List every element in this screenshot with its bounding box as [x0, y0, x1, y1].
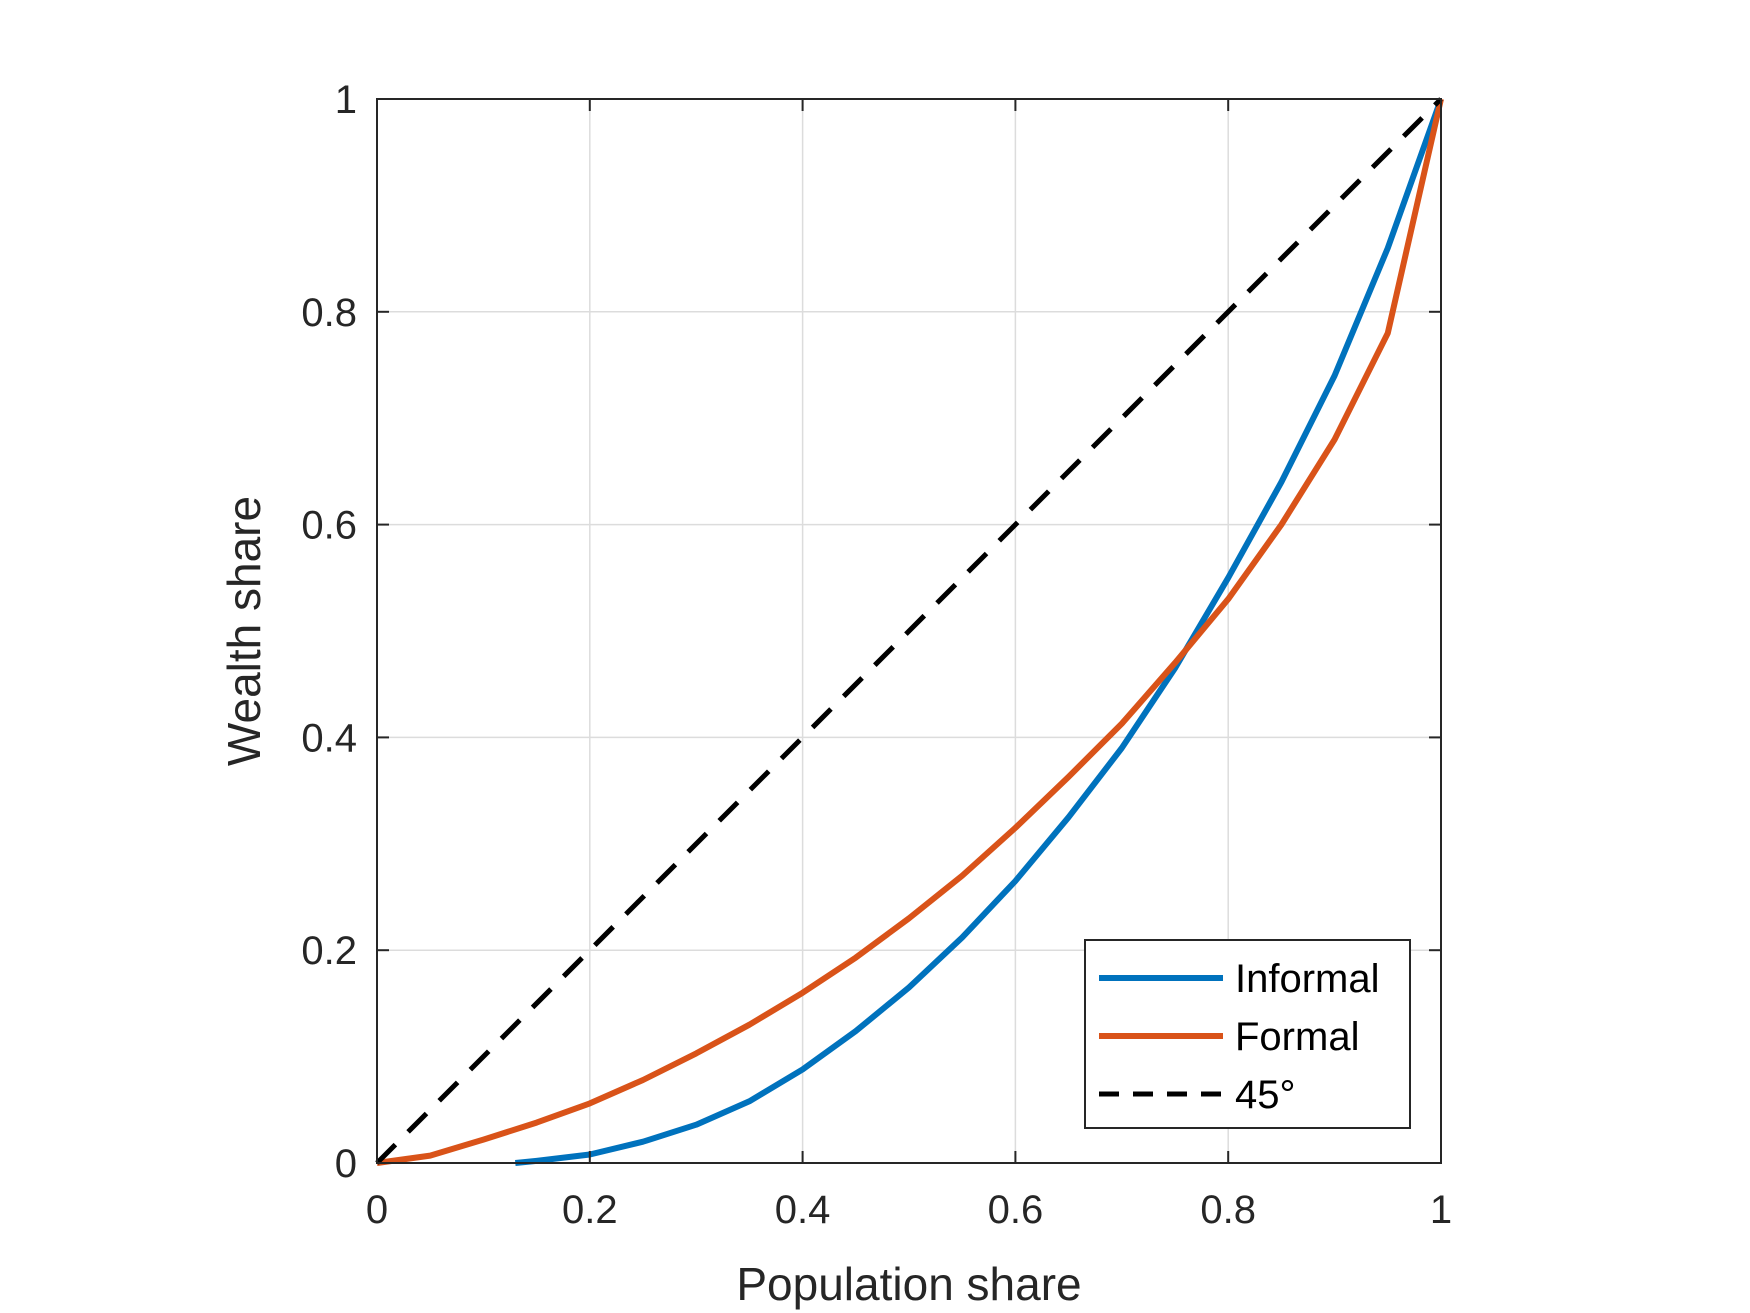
y-tick-label: 0 — [335, 1142, 357, 1186]
x-tick-label: 0.4 — [775, 1188, 831, 1232]
x-tick-label: 1 — [1430, 1188, 1452, 1232]
x-axis-label: Population share — [736, 1258, 1081, 1310]
series-line-1 — [376, 98, 1444, 1166]
series-line-2 — [375, 97, 1443, 1165]
plot-frame — [376, 98, 1442, 1164]
series-line-0 — [515, 97, 1444, 1166]
grid — [377, 99, 1441, 1163]
y-tick-label: 0.2 — [301, 929, 357, 973]
x-tick-label: 0.8 — [1200, 1188, 1256, 1232]
y-axis-label: Wealth share — [218, 496, 270, 766]
x-tick-label: 0 — [366, 1188, 388, 1232]
y-tick-label: 0.6 — [301, 504, 357, 548]
tick-labels: 0 0.2 0.4 0.6 0.8 1 0 0.2 0.4 0.6 0.8 1 — [301, 78, 1452, 1232]
legend-label: Formal — [1235, 1015, 1359, 1059]
legend: Informal Formal 45° — [1084, 939, 1411, 1129]
legend-label: Informal — [1235, 957, 1380, 1001]
x-tick-label: 0.6 — [988, 1188, 1044, 1232]
y-tick-label: 0.8 — [301, 291, 357, 335]
legend-label: 45° — [1235, 1073, 1296, 1117]
y-tick-label: 1 — [335, 78, 357, 122]
series-lines — [375, 97, 1444, 1166]
ticks — [376, 98, 1442, 1164]
y-tick-label: 0.4 — [301, 716, 357, 760]
x-tick-label: 0.2 — [562, 1188, 618, 1232]
